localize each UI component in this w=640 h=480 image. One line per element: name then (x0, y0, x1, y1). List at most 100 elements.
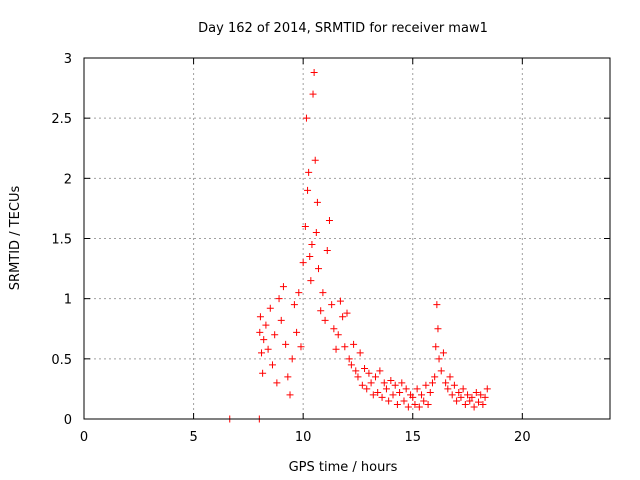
data-point (393, 401, 401, 409)
data-point (367, 379, 375, 387)
data-point (312, 228, 320, 236)
data-point (304, 186, 312, 194)
data-point (481, 393, 489, 401)
data-point (325, 216, 333, 224)
data-point (382, 385, 390, 393)
data-point (448, 391, 456, 399)
data-point (256, 328, 264, 336)
data-point (313, 198, 321, 206)
data-point (336, 297, 344, 305)
x-axis-label: GPS time / hours (289, 460, 398, 475)
data-point (387, 376, 395, 384)
data-point (259, 369, 267, 377)
data-point (310, 68, 318, 76)
data-point (400, 397, 408, 405)
data-point (295, 289, 303, 297)
data-point (330, 325, 338, 333)
data-point (309, 90, 317, 98)
data-point (332, 345, 340, 353)
data-point (396, 389, 404, 397)
x-tick-label: 15 (404, 430, 421, 445)
data-point (323, 247, 331, 255)
data-point (479, 401, 487, 409)
data-point (422, 381, 430, 389)
data-point (459, 385, 467, 393)
data-point (411, 401, 419, 409)
data-point (374, 389, 382, 397)
data-point (457, 393, 465, 401)
y-axis-label: SRMTID / TECUs (8, 186, 23, 291)
data-point (347, 361, 355, 369)
data-point (380, 379, 388, 387)
data-point (273, 379, 281, 387)
data-point (345, 355, 353, 363)
x-tick-label: 10 (295, 430, 312, 445)
data-point (371, 373, 379, 381)
data-point (350, 340, 358, 348)
data-point (365, 369, 373, 377)
data-point (385, 397, 393, 405)
data-point (466, 397, 474, 405)
data-point (477, 391, 485, 399)
data-point (339, 313, 347, 321)
x-tick-label: 5 (189, 430, 197, 445)
data-point (439, 349, 447, 357)
data-point (256, 313, 264, 321)
data-point (404, 403, 412, 411)
data-point (305, 168, 313, 176)
data-point (446, 373, 454, 381)
data-point (266, 304, 274, 312)
data-point (361, 364, 369, 372)
data-point (302, 114, 310, 122)
data-point (398, 379, 406, 387)
data-point (290, 301, 298, 309)
data-point (472, 389, 480, 397)
y-tick-label: 1 (64, 293, 72, 308)
y-tick-label: 2.5 (51, 112, 72, 127)
chart-title: Day 162 of 2014, SRMTID for receiver maw… (198, 21, 488, 36)
grid (84, 58, 610, 419)
x-tick-label: 20 (514, 430, 531, 445)
data-point (293, 328, 301, 336)
data-point (475, 398, 482, 406)
data-point (268, 361, 276, 369)
data-point (378, 393, 386, 401)
data-point (376, 367, 384, 375)
data-point (343, 309, 351, 317)
data-point (321, 316, 329, 324)
data-point (306, 253, 314, 261)
data-point (453, 397, 461, 405)
data-point (319, 289, 327, 297)
data-point (468, 393, 476, 401)
data-point (258, 349, 266, 357)
data-point (264, 345, 272, 353)
data-point (402, 385, 410, 393)
data-point (434, 325, 442, 333)
data-point (358, 381, 366, 389)
data-point (341, 343, 349, 351)
y-tick-label: 0 (64, 413, 72, 428)
data-point (483, 385, 491, 393)
data-point (328, 301, 336, 309)
data-point (461, 401, 469, 409)
data-point (301, 222, 309, 230)
data-point (428, 379, 436, 387)
data-point (426, 389, 434, 397)
data-point (470, 403, 478, 411)
data-point (418, 391, 426, 399)
data-point (260, 336, 268, 344)
data-point (282, 340, 290, 348)
data-point (450, 381, 458, 389)
data-point (363, 385, 371, 393)
data-point (369, 391, 377, 399)
x-tick-label: 0 (80, 430, 88, 445)
data-point (433, 301, 441, 309)
data-point (288, 355, 296, 363)
data-point (279, 283, 287, 291)
data-point (444, 385, 452, 393)
data-point (311, 156, 319, 164)
data-point (315, 265, 323, 273)
data-point (432, 343, 440, 351)
data-points (226, 68, 491, 423)
